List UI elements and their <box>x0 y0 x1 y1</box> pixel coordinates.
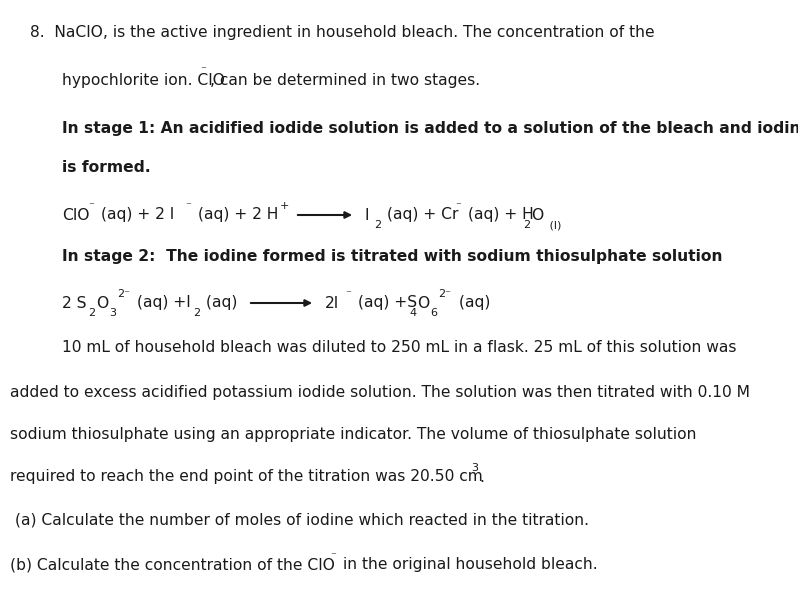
Text: 2⁻: 2⁻ <box>438 289 451 299</box>
Text: ⁻: ⁻ <box>345 289 351 299</box>
Text: hypochlorite ion. ClO: hypochlorite ion. ClO <box>62 72 225 88</box>
Text: 2 S: 2 S <box>62 295 86 311</box>
Text: sodium thiosulphate using an appropriate indicator. The volume of thiosulphate s: sodium thiosulphate using an appropriate… <box>10 427 697 443</box>
Text: .: . <box>479 469 484 485</box>
Text: ClO: ClO <box>62 207 89 223</box>
Text: (aq) + 2 I: (aq) + 2 I <box>96 207 174 223</box>
Text: (l): (l) <box>546 220 561 230</box>
Text: 2: 2 <box>88 308 95 318</box>
Text: 4: 4 <box>409 308 416 318</box>
Text: (aq): (aq) <box>454 295 491 311</box>
Text: 3: 3 <box>471 463 478 473</box>
Text: I: I <box>365 207 369 223</box>
Text: (aq): (aq) <box>201 295 237 311</box>
Text: (aq) + Cr: (aq) + Cr <box>382 207 458 223</box>
Text: ⁻: ⁻ <box>88 201 94 211</box>
Text: 6: 6 <box>430 308 437 318</box>
Text: added to excess acidified potassium iodide solution. The solution was then titra: added to excess acidified potassium iodi… <box>10 385 750 401</box>
Text: ⁻: ⁻ <box>455 201 461 211</box>
Text: In stage 2:  The iodine formed is titrated with sodium thiosulphate solution: In stage 2: The iodine formed is titrate… <box>62 249 722 264</box>
Text: +: + <box>280 201 290 211</box>
Text: (aq) + 2 H: (aq) + 2 H <box>193 207 279 223</box>
Text: ⁻: ⁻ <box>200 65 206 75</box>
Text: 10 mL of household bleach was diluted to 250 mL in a flask. 25 mL of this soluti: 10 mL of household bleach was diluted to… <box>62 340 737 356</box>
Text: 3: 3 <box>109 308 116 318</box>
Text: ⁻: ⁻ <box>330 551 336 561</box>
Text: In stage 1: An acidified iodide solution is added to a solution of the bleach an: In stage 1: An acidified iodide solution… <box>62 120 798 136</box>
Text: in the original household bleach.: in the original household bleach. <box>338 558 598 573</box>
Text: , can be determined in two stages.: , can be determined in two stages. <box>210 72 480 88</box>
Text: (aq) +I: (aq) +I <box>132 295 191 311</box>
Text: 8.  NaClO, is the active ingredient in household bleach. The concentration of th: 8. NaClO, is the active ingredient in ho… <box>30 24 654 40</box>
Text: O: O <box>417 295 429 311</box>
Text: required to reach the end point of the titration was 20.50 cm: required to reach the end point of the t… <box>10 469 483 485</box>
Text: 2: 2 <box>374 220 381 230</box>
Text: (aq) + H: (aq) + H <box>463 207 534 223</box>
Text: O: O <box>531 207 543 223</box>
Text: 2⁻: 2⁻ <box>117 289 130 299</box>
Text: 2: 2 <box>523 220 530 230</box>
Text: O: O <box>96 295 109 311</box>
Text: ⁻: ⁻ <box>185 201 191 211</box>
Text: 2: 2 <box>193 308 200 318</box>
Text: (a) Calculate the number of moles of iodine which reacted in the titration.: (a) Calculate the number of moles of iod… <box>10 513 589 528</box>
Text: 2I: 2I <box>325 295 339 311</box>
Text: is formed.: is formed. <box>62 161 151 176</box>
Text: (aq) +S: (aq) +S <box>353 295 417 311</box>
Text: (b) Calculate the concentration of the ClO: (b) Calculate the concentration of the C… <box>10 558 335 573</box>
